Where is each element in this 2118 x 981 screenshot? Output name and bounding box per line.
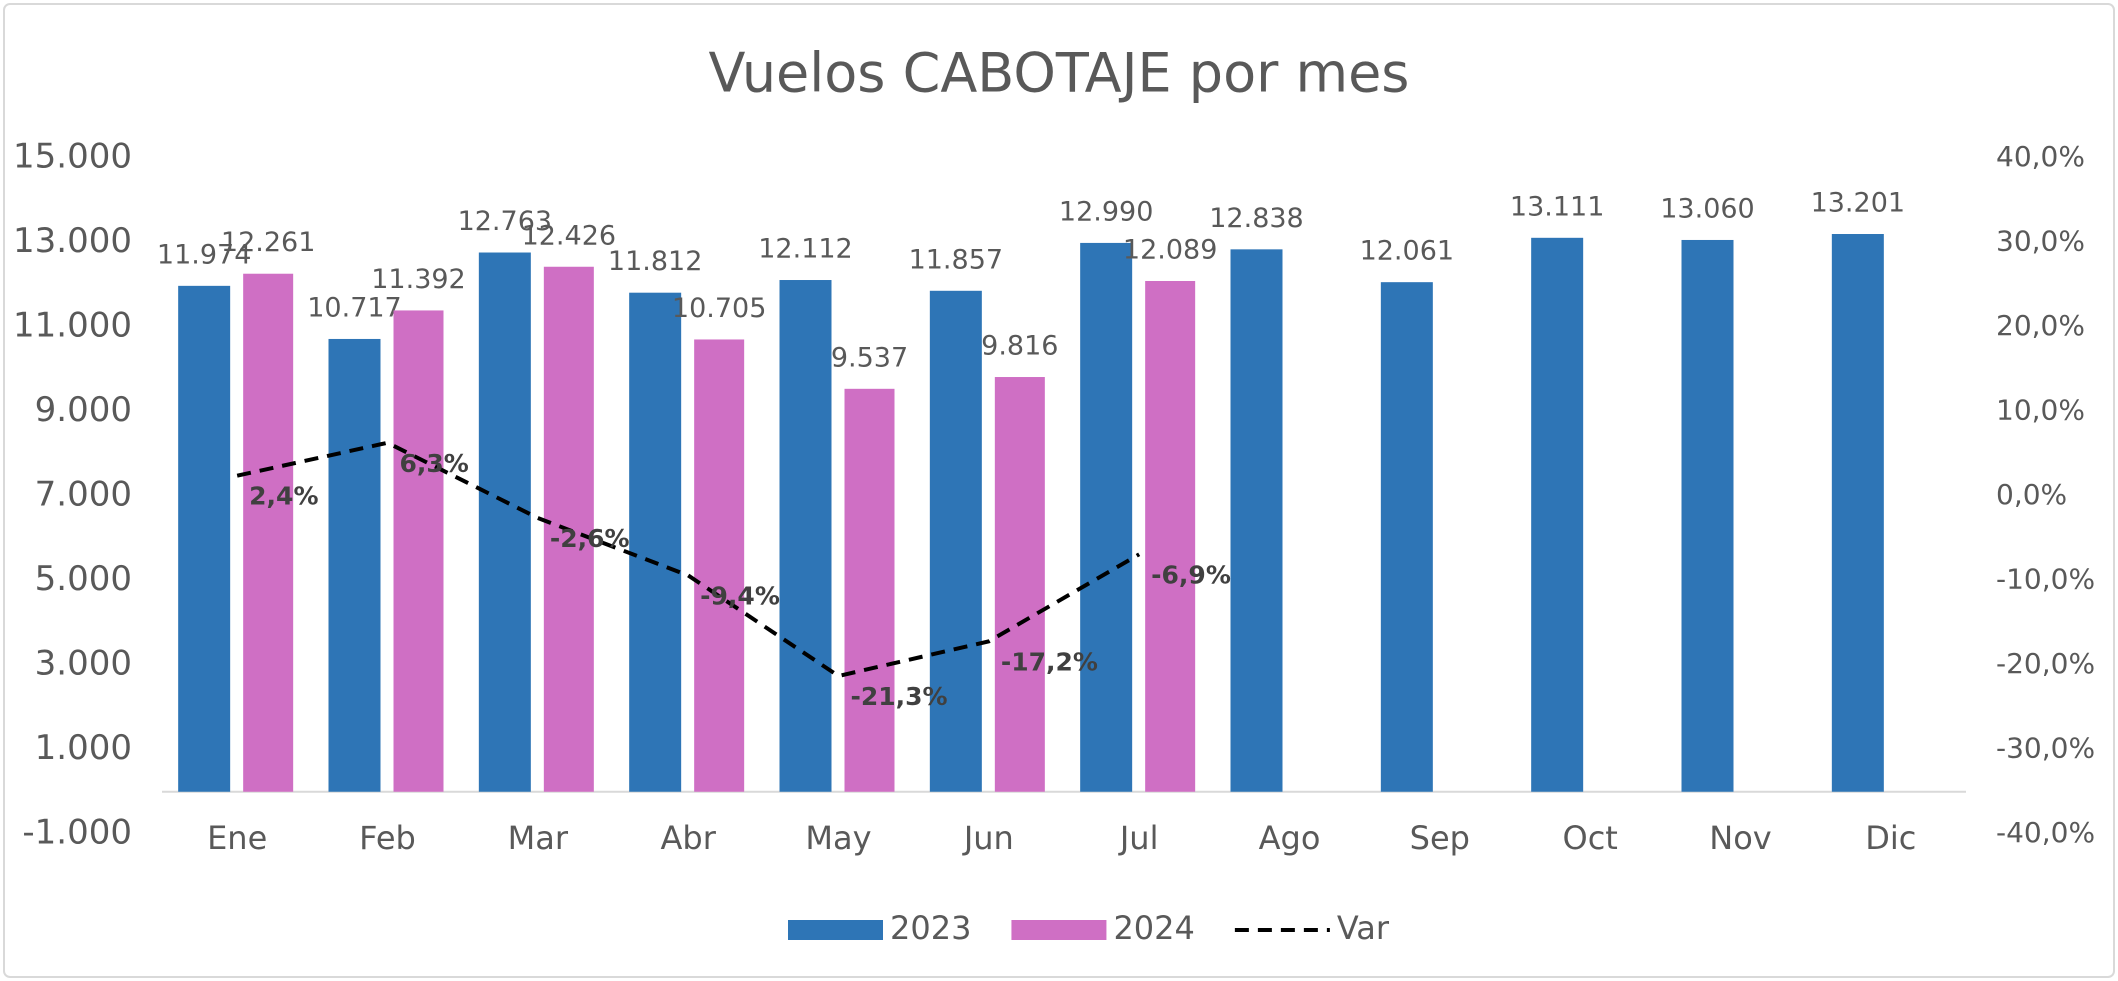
- x-tick-label: Jul: [1118, 819, 1159, 857]
- data-label: 12.112: [758, 234, 852, 265]
- y2-tick-label: -10,0%: [1996, 563, 2095, 596]
- y-tick-label: 7.000: [35, 475, 132, 515]
- y-tick-label: 5.000: [35, 559, 132, 599]
- bar: [1380, 282, 1433, 792]
- data-label: 13.060: [1660, 193, 1754, 224]
- bar: [994, 377, 1045, 792]
- y2-tick-label: 20,0%: [1996, 309, 2085, 342]
- y2-tick-label: 30,0%: [1996, 225, 2085, 258]
- legend-label: 2024: [1113, 909, 1194, 947]
- data-label: 11.392: [371, 264, 465, 295]
- x-tick-label: Jun: [962, 819, 1014, 857]
- bar: [1080, 242, 1133, 792]
- x-tick-label: Oct: [1563, 819, 1618, 857]
- y2-tick-label: 0,0%: [1996, 478, 2067, 511]
- bar: [328, 338, 381, 792]
- line-label: 2,4%: [249, 482, 318, 511]
- bar: [243, 273, 294, 792]
- data-label: 10.705: [672, 293, 766, 324]
- bar: [779, 280, 832, 792]
- bar: [178, 285, 231, 792]
- data-label: 9.537: [831, 342, 908, 373]
- data-label: 11.974: [157, 239, 251, 270]
- y2-tick-label: -30,0%: [1996, 732, 2095, 765]
- line-label: -17,2%: [1001, 647, 1098, 676]
- data-label: 10.717: [307, 292, 401, 323]
- y-tick-label: 15.000: [13, 137, 132, 177]
- bar: [393, 310, 444, 792]
- x-tick-label: May: [805, 819, 871, 857]
- data-label: 12.426: [522, 220, 616, 251]
- data-label: 11.857: [909, 244, 1003, 275]
- legend-swatch: [788, 920, 883, 940]
- x-tick-label: Mar: [508, 819, 569, 857]
- x-tick-label: Feb: [359, 819, 416, 857]
- bar: [629, 292, 682, 792]
- data-label: 12.763: [458, 206, 552, 237]
- x-tick-label: Dic: [1865, 819, 1916, 857]
- data-label: 12.838: [1209, 203, 1303, 234]
- bar: [929, 290, 982, 792]
- x-tick-label: Ene: [207, 819, 267, 857]
- bar: [1145, 280, 1196, 792]
- bar: [1230, 249, 1283, 792]
- line-label: -21,3%: [851, 682, 948, 711]
- y2-tick-label: 40,0%: [1996, 140, 2085, 173]
- bar: [1831, 234, 1884, 792]
- x-tick-label: Ago: [1259, 819, 1321, 857]
- line-label: 6,3%: [400, 449, 469, 478]
- x-tick-label: Sep: [1410, 819, 1470, 857]
- data-label: 12.990: [1059, 196, 1153, 227]
- bar: [1531, 237, 1584, 792]
- data-label: 9.816: [981, 331, 1058, 362]
- y2-tick-label: 10,0%: [1996, 394, 2085, 427]
- legend-label: 2023: [890, 909, 971, 947]
- data-label: 11.812: [608, 246, 702, 277]
- bar: [1681, 239, 1734, 792]
- line-label: -9,4%: [700, 581, 780, 610]
- data-label: 12.061: [1360, 236, 1454, 267]
- legend-label: Var: [1337, 909, 1390, 947]
- bar: [478, 252, 531, 792]
- data-label: 13.201: [1811, 188, 1905, 219]
- chart-title: Vuelos CABOTAJE por mes: [709, 42, 1410, 105]
- y2-tick-label: -40,0%: [1996, 816, 2095, 849]
- bar: [844, 388, 895, 792]
- data-label: 12.261: [221, 227, 315, 258]
- y-tick-label: 13.000: [13, 221, 132, 261]
- y-tick-label: 9.000: [35, 390, 132, 430]
- x-tick-label: Abr: [660, 819, 716, 857]
- line: [236, 440, 1141, 679]
- y-tick-label: 1.000: [35, 728, 132, 768]
- chart-frame: [3, 3, 2115, 978]
- data-label: 13.111: [1510, 191, 1604, 222]
- legend-swatch: [1011, 920, 1107, 940]
- x-tick-label: Nov: [1709, 819, 1771, 857]
- line-label: -2,6%: [550, 524, 630, 553]
- y-tick-label: 3.000: [35, 644, 132, 684]
- y2-tick-label: -20,0%: [1996, 647, 2095, 680]
- bar: [694, 339, 745, 792]
- data-label: 12.089: [1123, 234, 1217, 265]
- y-tick-label: -1.000: [22, 813, 132, 853]
- y-tick-label: 11.000: [13, 306, 132, 346]
- line-label: -6,9%: [1151, 560, 1231, 589]
